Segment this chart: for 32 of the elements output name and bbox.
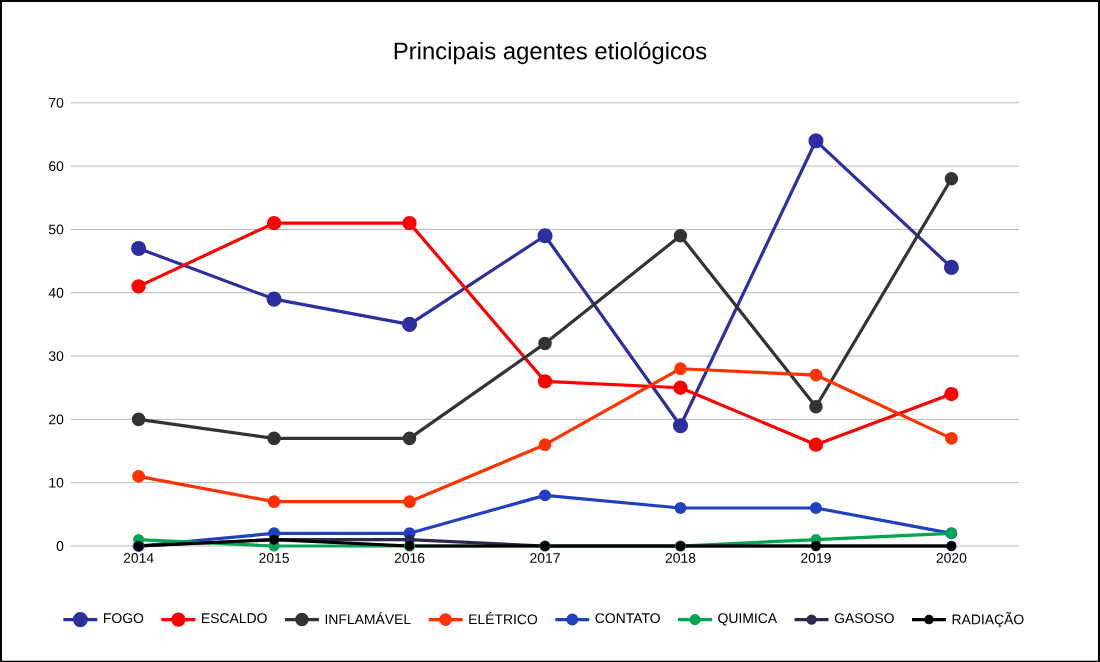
point [131,412,146,426]
point [403,494,416,508]
point [809,501,822,514]
point [809,368,823,382]
point [267,494,281,508]
point [674,361,687,375]
point [402,431,417,445]
point [673,380,688,395]
point [131,278,146,294]
point [943,259,959,275]
point [539,489,551,501]
point [537,227,553,243]
point [537,373,553,389]
point [131,240,147,256]
point [673,228,688,243]
point [944,171,959,186]
point [538,437,552,451]
point [944,386,959,401]
point [808,437,824,452]
point [267,431,281,445]
point [402,215,417,230]
point [401,316,418,332]
point [266,291,282,307]
point [538,336,552,350]
point [808,132,824,148]
point [672,417,689,433]
point [674,501,687,514]
point [266,215,282,230]
point [809,399,823,414]
point [132,469,145,483]
point [945,431,958,445]
chart-title: Principais agentes etiológicos [394,41,707,64]
